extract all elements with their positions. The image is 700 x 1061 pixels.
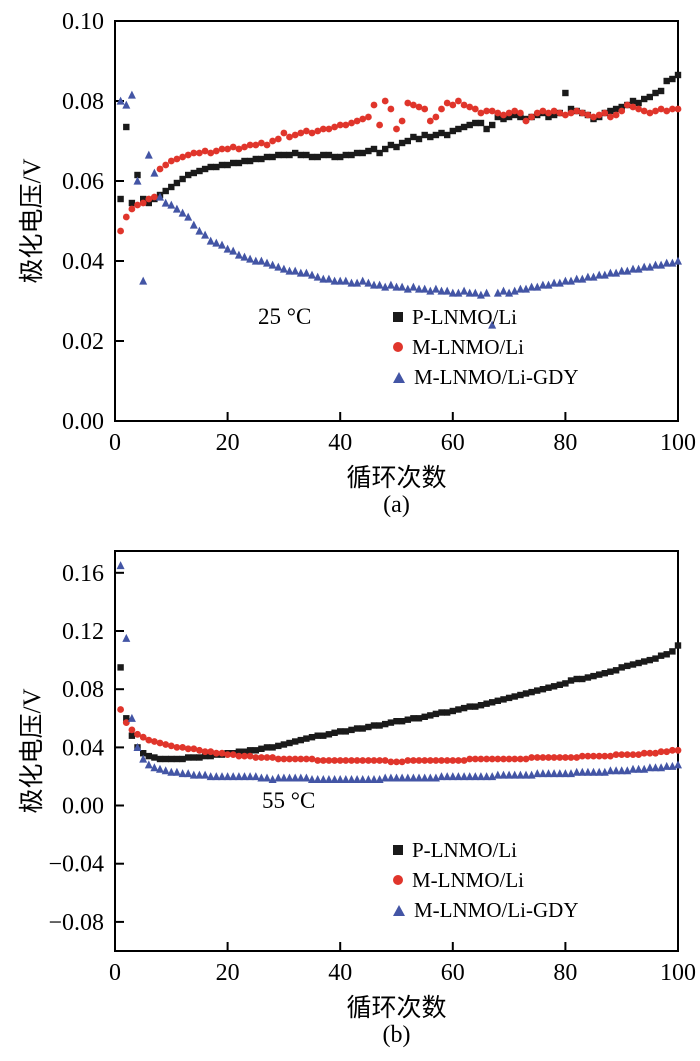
svg-text:0.08: 0.08 <box>62 89 104 115</box>
svg-text:0.06: 0.06 <box>62 169 104 195</box>
legend: P-LNMO/Li M-LNMO/Li M-LNMO/Li-GDY <box>393 302 578 392</box>
svg-text:40: 40 <box>328 960 352 986</box>
svg-text:0.04: 0.04 <box>62 735 104 761</box>
svg-text:20: 20 <box>216 430 240 456</box>
circle-marker-icon <box>393 875 403 885</box>
svg-text:0: 0 <box>109 430 121 456</box>
triangle-marker-icon <box>393 904 405 916</box>
svg-text:100: 100 <box>660 960 696 986</box>
legend-label: P-LNMO/Li <box>412 837 517 862</box>
chart-panel-a: 0 20 40 60 80 100 0.00 0.02 0.04 0.06 0.08 0.10 极化电… <box>0 6 700 522</box>
legend-label: M-LNMO/Li <box>412 334 524 359</box>
svg-text:−0.04: −0.04 <box>48 852 104 878</box>
svg-text:0.02: 0.02 <box>62 329 104 355</box>
legend-item-m-lnmo: M-LNMO/Li <box>393 865 578 895</box>
legend-item-p-lnmo: P-LNMO/Li <box>393 302 578 332</box>
legend-label: M-LNMO/Li-GDY <box>414 364 579 389</box>
svg-text:0: 0 <box>109 960 121 986</box>
triangle-marker-icon <box>393 371 405 383</box>
svg-text:0.00: 0.00 <box>62 794 104 820</box>
svg-text:80: 80 <box>553 960 577 986</box>
legend-item-m-lnmo: M-LNMO/Li <box>393 332 578 362</box>
legend-item-p-lnmo: P-LNMO/Li <box>393 835 578 865</box>
panel-label: (a) <box>383 492 410 518</box>
svg-text:60: 60 <box>441 960 465 986</box>
legend-label: M-LNMO/Li <box>412 867 524 892</box>
svg-text:−0.08: −0.08 <box>48 910 104 936</box>
y-axis-label: 极化电压/V <box>19 688 46 814</box>
y-axis-label: 极化电压/V <box>19 158 46 284</box>
svg-text:40: 40 <box>328 430 352 456</box>
scatter-plot-b: 0 20 40 60 80 100 −0.08 −0.04 0.00 0.04 0.08 0.12 0.… <box>48 550 696 986</box>
svg-text:20: 20 <box>216 960 240 986</box>
square-marker-icon <box>393 845 403 855</box>
svg-text:60: 60 <box>441 430 465 456</box>
legend-label: M-LNMO/Li-GDY <box>414 897 579 922</box>
scatter-plot-a: 0 20 40 60 80 100 0.00 0.02 0.04 0.06 0.08 0.10 <box>62 9 696 456</box>
temperature-annotation: 25 °C <box>258 304 312 329</box>
circle-marker-icon <box>393 342 403 352</box>
svg-text:0.16: 0.16 <box>62 561 104 587</box>
chart-panel-b: 0 20 40 60 80 100 −0.08 −0.04 0.00 0.04 0.08 0.12 0.… <box>0 536 700 1052</box>
svg-text:100: 100 <box>660 430 696 456</box>
svg-text:80: 80 <box>553 430 577 456</box>
svg-text:0.04: 0.04 <box>62 249 104 275</box>
svg-text:0.00: 0.00 <box>62 409 104 435</box>
x-axis-label: 循环次数 <box>346 995 447 1022</box>
svg-text:0.12: 0.12 <box>62 619 104 645</box>
svg-text:0.10: 0.10 <box>62 9 104 35</box>
panel-label: (b) <box>382 1022 411 1048</box>
svg-text:0.08: 0.08 <box>62 677 104 703</box>
legend: P-LNMO/Li M-LNMO/Li M-LNMO/Li-GDY <box>393 835 578 925</box>
x-axis-label: 循环次数 <box>346 465 447 492</box>
legend-item-m-lnmo-gdy: M-LNMO/Li-GDY <box>393 895 578 925</box>
legend-item-m-lnmo-gdy: M-LNMO/Li-GDY <box>393 362 578 392</box>
legend-label: P-LNMO/Li <box>412 304 517 329</box>
square-marker-icon <box>393 312 403 322</box>
temperature-annotation: 55 °C <box>262 788 316 813</box>
